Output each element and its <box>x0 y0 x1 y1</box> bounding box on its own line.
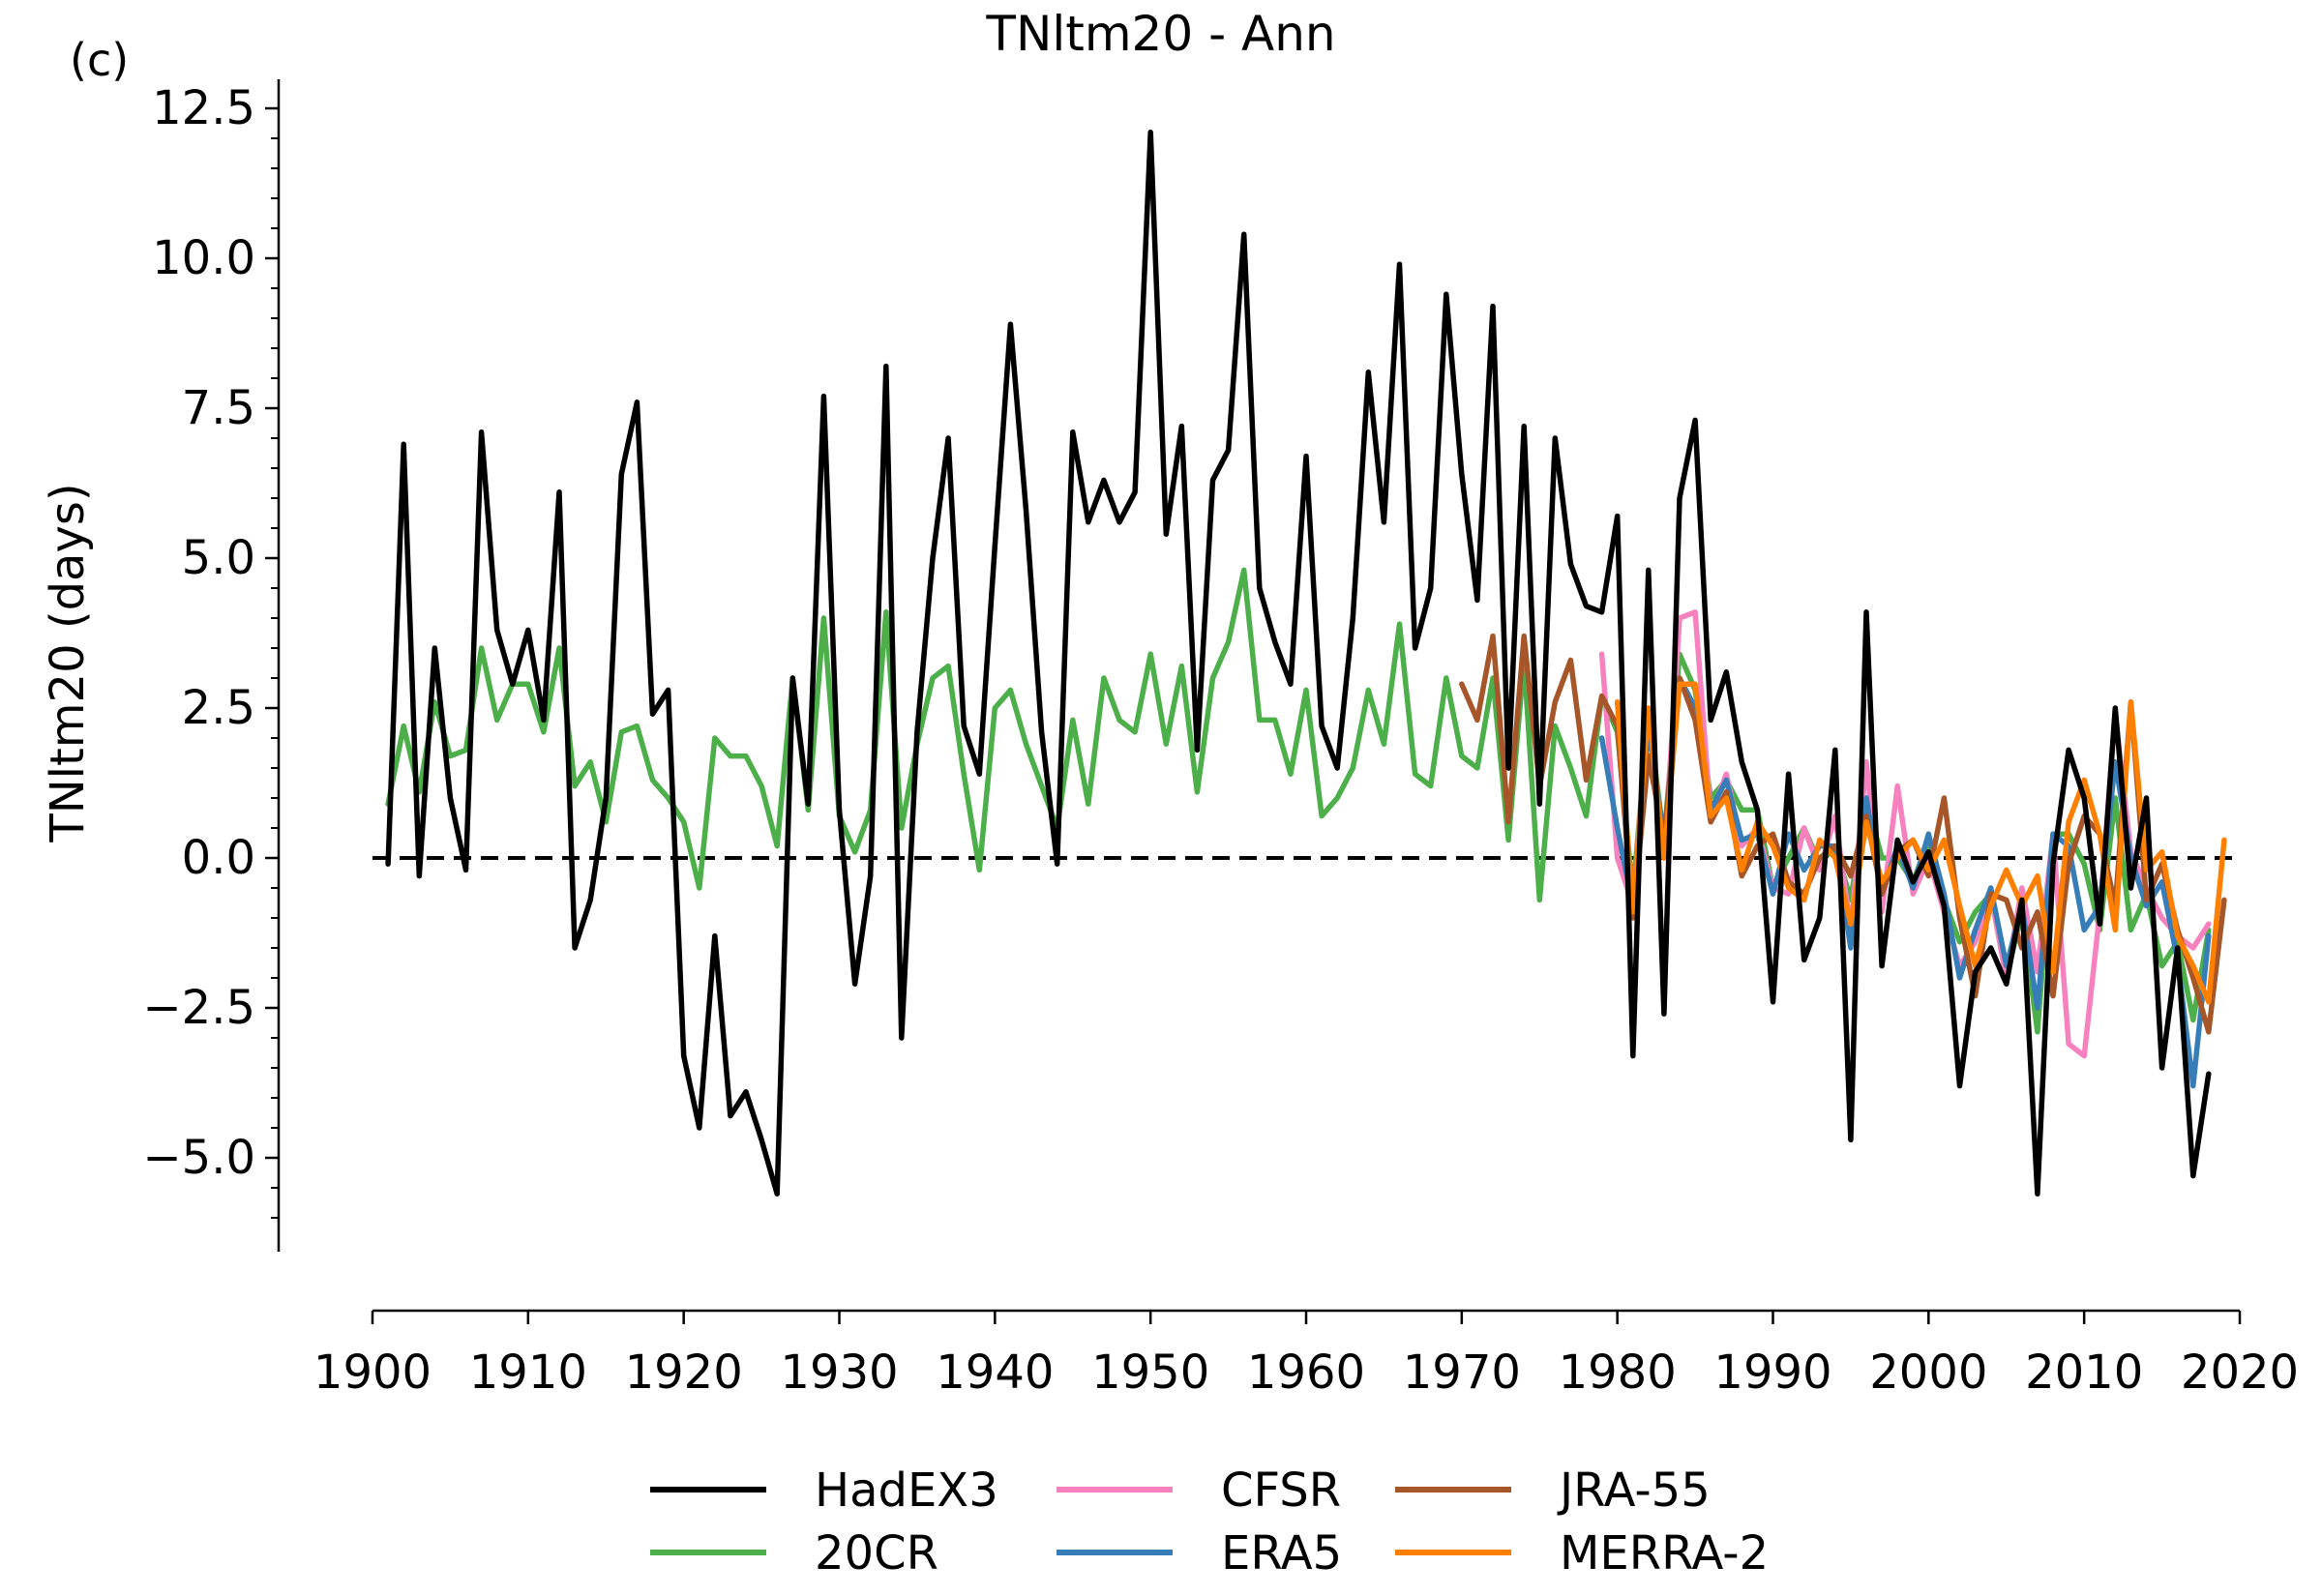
y-tick-label: −5.0 <box>142 1131 255 1185</box>
legend-label-merra-2: MERRA-2 <box>1560 1526 1769 1581</box>
x-axis: 1900 1910 1920 1930 1940 1950 1960 1970 1980 1990… <box>313 1309 2299 1400</box>
y-tick-label: 7.5 <box>182 381 255 435</box>
y-axis: −5.0 −2.5 0.0 2.5 5.0 7.5 10.0 12.5 <box>142 79 281 1252</box>
series-line-20cr <box>385 567 2212 1035</box>
legend-label-hadex3: HadEX3 <box>815 1463 998 1518</box>
x-tick-label: 1910 <box>469 1345 587 1400</box>
legend-label-jra-55: JRA-55 <box>1557 1463 1711 1518</box>
chart-title: TNltm20 - Ann <box>985 6 1335 62</box>
y-tick-label: 5.0 <box>182 531 255 585</box>
x-tick-label: 1920 <box>625 1345 743 1400</box>
panel-label: (c) <box>70 34 129 86</box>
x-tick-label: 1980 <box>1559 1345 1677 1400</box>
x-tick-label: 1970 <box>1403 1345 1521 1400</box>
x-tick-label: 1990 <box>1713 1345 1831 1400</box>
x-tick-label: 2000 <box>1869 1345 1987 1400</box>
legend: HadEX3 20CR CFSR ERA5 JRA-55 MERRA-2 <box>650 1463 1769 1581</box>
x-tick-label: 1930 <box>780 1345 898 1400</box>
series-group <box>385 130 2227 1197</box>
legend-label-cfsr: CFSR <box>1221 1463 1341 1518</box>
series-line-merra-2 <box>1614 681 2227 1005</box>
x-tick-label: 1940 <box>936 1345 1054 1400</box>
x-tick-label: 1900 <box>313 1345 432 1400</box>
y-axis-label: TNltm20 (days) <box>41 483 95 842</box>
y-tick-label: 10.0 <box>152 231 255 285</box>
y-tick-label: −2.5 <box>142 981 255 1035</box>
series-line-hadex3 <box>385 130 2212 1197</box>
y-tick-label: 12.5 <box>152 81 255 135</box>
legend-label-era5: ERA5 <box>1221 1526 1342 1581</box>
legend-label-20cr: 20CR <box>815 1526 938 1581</box>
x-tick-label: 2010 <box>2025 1345 2143 1400</box>
x-tick-label: 1950 <box>1091 1345 1209 1400</box>
y-tick-label: 0.0 <box>182 831 255 885</box>
x-tick-label: 2020 <box>2181 1345 2299 1400</box>
y-tick-label: 2.5 <box>182 681 255 735</box>
x-tick-label: 1960 <box>1247 1345 1365 1400</box>
